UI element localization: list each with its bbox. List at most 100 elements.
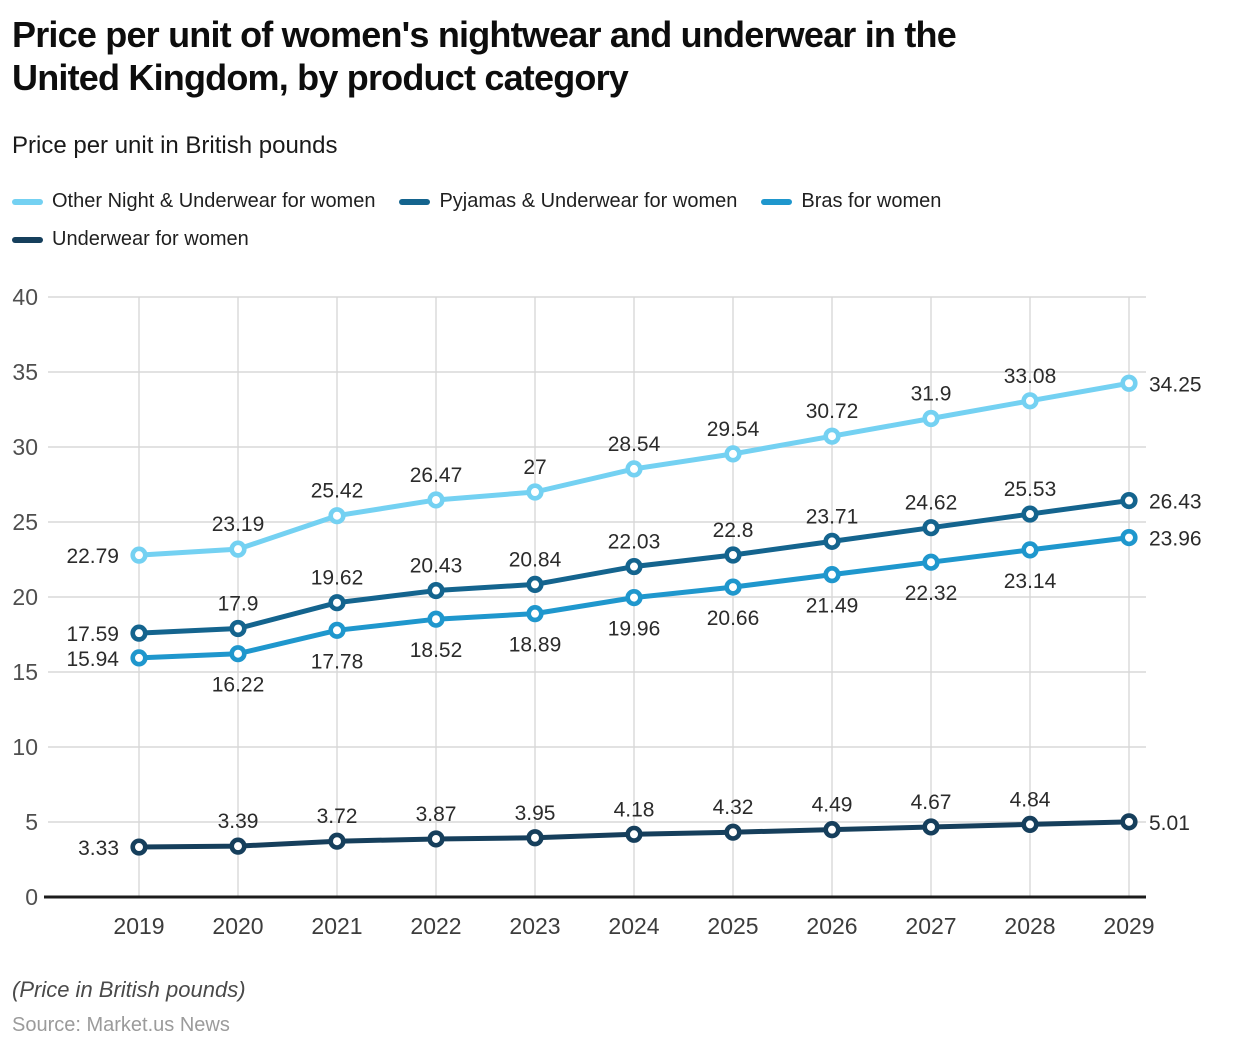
data-point-marker — [328, 621, 346, 639]
data-point-label: 5.01 — [1149, 812, 1190, 835]
x-axis-tick-label: 2024 — [608, 913, 659, 939]
y-axis-tick-label: 40 — [12, 284, 38, 310]
y-axis-tick-label: 5 — [25, 809, 38, 835]
data-point-marker — [427, 610, 445, 628]
data-point-label: 4.67 — [911, 791, 952, 814]
data-point-label: 28.54 — [608, 433, 661, 456]
data-point-marker — [328, 507, 346, 525]
x-axis-tick-label: 2020 — [212, 913, 263, 939]
legend-item-label: Bras for women — [801, 190, 942, 212]
data-point-marker — [922, 553, 940, 571]
legend-item-label: Other Night & Underwear for women — [52, 190, 376, 212]
data-point-marker — [229, 619, 247, 638]
data-point-label: 29.54 — [707, 418, 760, 441]
chart-title-line2: United Kingdom, by product category — [12, 57, 629, 98]
data-point-marker — [724, 546, 742, 564]
data-point-marker — [724, 445, 742, 463]
legend-item-label: Underwear for women — [52, 228, 249, 250]
data-point-marker — [130, 838, 148, 856]
legend-item: Other Night & Underwear for women — [12, 190, 375, 213]
data-point-marker — [823, 427, 841, 445]
data-point-marker — [922, 519, 940, 537]
data-point-marker — [1021, 541, 1039, 559]
price-unit-note: (Price in British pounds) — [12, 977, 246, 1002]
chart-title-line1: Price per unit of women's nightwear and … — [12, 14, 957, 55]
data-point-marker — [724, 578, 742, 596]
data-point-label: 25.42 — [311, 480, 364, 503]
data-point-marker — [625, 588, 643, 607]
x-axis-tick-label: 2029 — [1103, 913, 1154, 939]
data-point-label: 18.89 — [509, 634, 562, 657]
data-point-marker — [229, 837, 247, 855]
data-point-marker — [526, 605, 544, 623]
data-point-label: 22.79 — [66, 545, 119, 568]
x-axis-tick-label: 2025 — [707, 913, 758, 939]
data-point-label: 25.53 — [1004, 478, 1057, 501]
data-point-marker — [1021, 392, 1039, 410]
x-axis-tick-label: 2021 — [311, 913, 362, 939]
data-point-marker — [625, 825, 643, 843]
data-point-label: 30.72 — [806, 400, 859, 423]
data-point-label: 17.9 — [218, 593, 259, 616]
legend-item: Underwear for women — [12, 228, 249, 251]
data-point-marker — [229, 540, 247, 558]
data-point-label: 22.32 — [905, 582, 958, 605]
x-axis-tick-label: 2027 — [905, 913, 956, 939]
x-axis-tick-label: 2026 — [806, 913, 857, 939]
data-point-label: 21.49 — [806, 595, 859, 618]
data-point-label: 4.32 — [713, 796, 754, 819]
data-point-label: 16.22 — [212, 674, 265, 697]
data-point-marker — [922, 409, 940, 428]
data-point-marker — [625, 460, 643, 478]
data-point-label: 23.19 — [212, 513, 265, 536]
chart-subtitle: Price per unit in British pounds — [12, 132, 338, 159]
chart-legend: Other Night & Underwear for women Pyjamas… — [12, 190, 1142, 251]
data-point-marker — [229, 645, 247, 663]
legend-swatch-icon — [761, 198, 793, 205]
data-point-label: 20.43 — [410, 555, 463, 578]
data-point-label: 3.95 — [515, 802, 556, 825]
source-text: Source: Market.us News — [12, 1014, 230, 1036]
data-point-marker — [823, 566, 841, 584]
data-point-marker — [526, 829, 544, 847]
x-axis-tick-label: 2028 — [1004, 913, 1055, 939]
data-point-label: 24.62 — [905, 492, 958, 515]
data-point-marker — [427, 491, 445, 509]
data-point-marker — [526, 575, 544, 594]
data-point-marker — [130, 624, 148, 642]
data-point-label: 15.94 — [66, 648, 119, 671]
y-axis-tick-label: 30 — [12, 434, 38, 460]
data-point-label: 20.84 — [509, 548, 562, 571]
data-point-label: 22.03 — [608, 531, 661, 554]
legend-swatch-icon — [12, 236, 43, 243]
data-point-label: 22.8 — [713, 519, 754, 542]
data-point-label: 4.84 — [1010, 788, 1051, 811]
data-point-label: 33.08 — [1004, 365, 1057, 388]
y-axis-tick-label: 25 — [12, 509, 38, 535]
data-point-marker — [625, 557, 643, 576]
data-point-label: 3.33 — [78, 837, 119, 860]
data-point-marker — [1021, 815, 1039, 834]
data-point-marker — [526, 483, 544, 501]
data-point-marker — [328, 594, 346, 612]
legend-swatch-icon — [399, 198, 431, 205]
data-point-label: 3.87 — [416, 803, 457, 826]
x-axis-tick-label: 2019 — [113, 913, 164, 939]
data-point-label: 19.96 — [608, 618, 661, 641]
x-axis-tick-label: 2022 — [410, 913, 461, 939]
legend-swatch-icon — [12, 198, 43, 205]
data-point-marker — [130, 546, 148, 564]
chart-title: Price per unit of women's nightwear and … — [12, 13, 957, 99]
data-point-marker — [328, 832, 346, 850]
data-point-label: 17.78 — [311, 650, 364, 673]
data-point-label: 26.47 — [410, 464, 463, 487]
data-point-label: 20.66 — [707, 607, 760, 630]
data-point-marker — [1120, 491, 1138, 510]
data-point-marker — [130, 649, 148, 667]
data-point-marker — [823, 821, 841, 839]
data-point-label: 17.59 — [66, 623, 119, 646]
data-point-marker — [427, 581, 445, 600]
data-point-label: 27 — [523, 456, 546, 479]
